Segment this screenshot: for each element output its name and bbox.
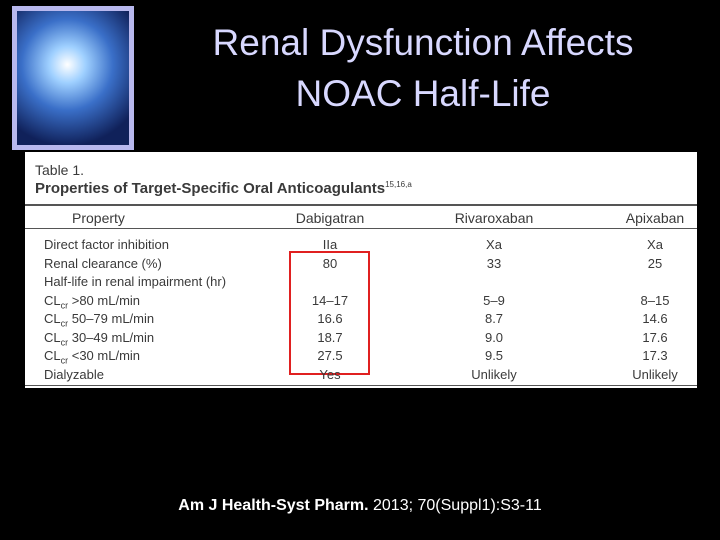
cell-value: 9.0 [484,329,504,345]
label-base: CL [44,348,61,363]
row-label: CLcr 30–49 mL/min [44,330,154,348]
row-label: Direct factor inhibition [44,237,169,252]
table-label: Table 1. [35,162,85,178]
cell-value: 5–9 [483,292,505,308]
cell-value: 8–15 [640,292,670,308]
cell-value: 17.6 [642,329,668,345]
label-rest: <30 mL/min [68,348,141,363]
label-text: Direct factor inhibition [44,237,169,252]
row-label: CLcr 50–79 mL/min [44,311,154,329]
cell-value: 9.5 [484,348,504,363]
cell-value: 27.5 [317,348,343,363]
title-line: NOAC Half-Life [295,73,551,114]
cell-value: 18.7 [317,329,343,345]
highlight-box [289,251,370,375]
label-sub: cr [60,318,69,329]
label-rest: 50–79 mL/min [68,311,155,326]
column-header: Property [72,210,125,226]
label-sub: cr [60,300,69,311]
column-header: Rivaroxaban [454,210,534,226]
row-label: Dialyzable [44,367,104,382]
brain-image [12,6,134,150]
cell-value: 33 [486,255,502,271]
label-text: Half-life in renal impairment (hr) [44,274,227,289]
table-caption: Properties of Target-Specific Oral Antic… [35,180,412,197]
caption-sup: 15,16,a [385,180,412,189]
cell-value: Unlikely [471,366,517,382]
citation: Am J Health-Syst Pharm. 2013; 70(Suppl1)… [0,497,720,515]
label-rest: 30–49 mL/min [68,329,155,345]
cell-value: 8.7 [484,311,504,326]
row-label: CLcr >80 mL/min [44,293,140,311]
column-header: Dabigatran [295,210,365,226]
cell-value: Yes [319,366,341,382]
table-image: Table 1. Properties of Target-Specific O… [25,152,697,388]
rule [25,385,697,386]
row-label: Renal clearance (%) [44,256,162,271]
label-base: CL [44,329,61,345]
title-line: Renal Dysfunction Affects [212,22,634,63]
label-sub: cr [60,355,69,366]
citation-details: 2013; 70(Suppl1):S3-11 [368,497,542,514]
cell-value: Xa [647,237,663,252]
rule [25,228,697,229]
journal: Am J Health-Syst Pharm. [178,497,369,514]
label-text: Dialyzable [44,366,104,382]
cell-value: 14–17 [311,292,349,308]
cell-value: 14.6 [642,311,668,326]
label-sub: cr [60,337,69,348]
row-label: Half-life in renal impairment (hr) [44,274,226,289]
cell-value: IIa [322,237,338,252]
label-text: Renal clearance (%) [44,255,162,271]
cell-value: 16.6 [317,311,343,326]
cell-value: 80 [322,255,338,271]
cell-value: 25 [647,255,663,271]
rule [25,204,697,206]
row-label: CLcr <30 mL/min [44,348,140,366]
label-base: CL [44,311,61,326]
label-base: CL [44,292,61,308]
cell-value: Xa [486,237,502,252]
column-header: Apixaban [625,210,685,226]
label-rest: >80 mL/min [68,292,141,308]
cell-value: 17.3 [642,348,668,363]
cell-value: Unlikely [632,366,678,382]
caption-text: Properties of Target-Specific Oral Antic… [35,180,386,197]
